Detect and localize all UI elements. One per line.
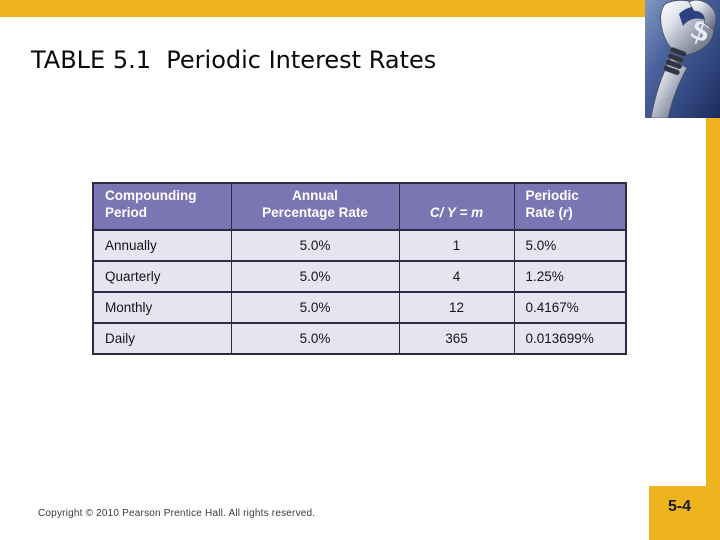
wrench-worm-screw [663,47,687,76]
top-accent-bar [0,0,720,17]
periodic-rates-table: Compounding Period Annual Percentage Rat… [92,182,627,355]
table-row: Daily 5.0% 365 0.013699% [92,321,626,354]
cell-m: 12 [398,290,514,323]
cell-compounding-period: Monthly [92,290,231,323]
table-row: Quarterly 5.0% 4 1.25% [92,259,626,292]
header-periodic-rate: Periodic Rate (r) [513,182,626,230]
header-compounding-period: Compounding Period [92,182,231,230]
cell-apr: 5.0% [230,228,399,261]
cell-compounding-period: Annually [92,228,231,261]
cell-periodic-rate: 0.4167% [513,290,626,323]
cell-m: 365 [398,321,514,354]
cell-periodic-rate: 5.0% [513,228,626,261]
cell-apr: 5.0% [230,259,399,292]
header-cy-equals-m: C/ Y = m [398,182,514,230]
cell-apr: 5.0% [230,321,399,354]
right-accent-strip [706,118,720,486]
cell-apr: 5.0% [230,290,399,323]
copyright-text: Copyright © 2010 Pearson Prentice Hall. … [38,508,316,519]
cell-periodic-rate: 1.25% [513,259,626,292]
table-header-row: Compounding Period Annual Percentage Rat… [92,182,626,230]
cell-compounding-period: Daily [92,321,231,354]
page-title: TABLE 5.1 Periodic Interest Rates [31,46,437,74]
header-annual-percentage-rate: Annual Percentage Rate [230,182,399,230]
cell-m: 4 [398,259,514,292]
wrench-dollar-illustration: $ [645,0,720,119]
wrench-dollar-image: $ [645,0,720,119]
cell-compounding-period: Quarterly [92,259,231,292]
cell-periodic-rate: 0.013699% [513,321,626,354]
page-number: 5-4 [667,498,692,515]
cell-m: 1 [398,228,514,261]
page-number-badge: 5-4 [649,486,720,540]
table-row: Annually 5.0% 1 5.0% [92,228,626,261]
table-row: Monthly 5.0% 12 0.4167% [92,290,626,323]
